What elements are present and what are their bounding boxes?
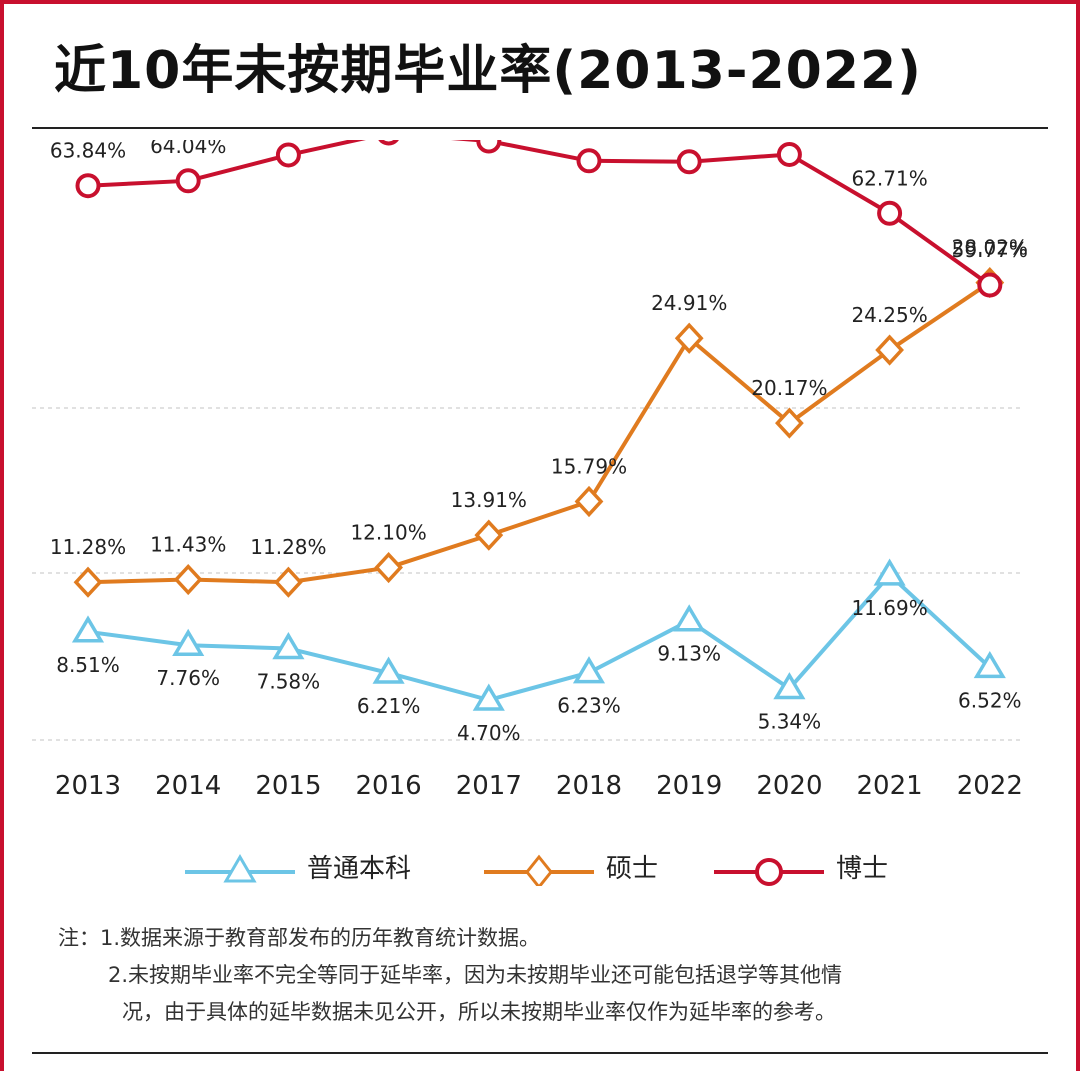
data-point [173, 563, 203, 596]
data-label: 63.84% [50, 140, 126, 163]
data-point [673, 604, 706, 632]
data-point [875, 334, 904, 366]
data-point [274, 566, 303, 598]
series-line [87, 280, 991, 585]
data-point [973, 650, 1006, 679]
data-point [374, 551, 403, 584]
data-label: 24.91% [651, 291, 727, 315]
data-point [776, 141, 802, 167]
legend-item-doctor: 博士 [714, 836, 888, 896]
x-tick-label: 2018 [556, 771, 622, 801]
data-label: 6.23% [557, 694, 621, 718]
legend-label: 普通本科 [307, 853, 412, 884]
data-label: 20.17% [751, 376, 827, 400]
data-point [474, 519, 504, 551]
data-label: 11.43% [150, 533, 226, 557]
footnote-3: 况，由于具体的延毕数据未见公开，所以未按期毕业率仅作为延毕率的参考。 [122, 1000, 836, 1024]
data-label: 15.79% [551, 454, 627, 478]
data-point [472, 683, 505, 711]
circle-icon [714, 858, 824, 886]
data-point [372, 656, 405, 684]
data-point [773, 672, 806, 700]
data-label: 8.51% [56, 653, 120, 677]
x-tick-label: 2022 [957, 771, 1023, 801]
data-point [71, 615, 105, 643]
data-point [272, 632, 305, 660]
data-point [877, 200, 903, 226]
data-label: 28.02% [952, 236, 1028, 260]
legend-item-master: 硕士 [484, 836, 658, 896]
x-tick-label: 2021 [857, 771, 923, 801]
data-label: 6.52% [958, 688, 1022, 712]
data-point [676, 149, 702, 175]
data-point [775, 407, 804, 439]
data-point [73, 566, 103, 598]
data-label: 13.91% [451, 488, 527, 512]
footnote-2: 2.未按期毕业率不完全等同于延毕率，因为未按期毕业还可能包括退学等其他情 [108, 963, 843, 987]
data-label: 59.77% [952, 238, 1028, 262]
data-point [172, 628, 205, 656]
series-line [87, 572, 992, 702]
x-tick-label: 2014 [155, 771, 221, 801]
x-tick-label: 2015 [255, 771, 321, 801]
data-point [75, 173, 101, 199]
data-label: 6.21% [357, 694, 421, 718]
data-point [175, 168, 201, 194]
data-point [476, 140, 502, 154]
line-chart: 8.51% 7.76% 7.58% 6.21% 4.70% 6.23% 9.13% 5.34%… [32, 140, 1028, 801]
bottom-divider [32, 1052, 1048, 1054]
data-label: 11.28% [50, 535, 126, 559]
x-tick-label: 2017 [456, 771, 522, 801]
x-tick-label: 2016 [356, 771, 422, 801]
data-point [977, 272, 1003, 298]
data-point [576, 148, 602, 174]
data-label: 24.25% [851, 303, 927, 327]
data-label: 4.70% [457, 721, 521, 745]
x-tick-label: 2013 [55, 771, 121, 801]
data-point [275, 142, 301, 168]
triangle-icon [185, 854, 295, 883]
data-point [572, 656, 606, 684]
footnotes: 注：1.数据来源于教育部发布的历年教育统计数据。 2.未按期毕业率不完全等同于延… [58, 920, 1038, 1031]
x-tick-label: 2020 [756, 771, 822, 801]
chart-legend: 普通本科 硕士 博士 [0, 836, 1080, 896]
data-point [574, 485, 604, 518]
data-point [873, 558, 906, 586]
data-point [378, 140, 399, 146]
data-label: 12.10% [350, 521, 426, 545]
series-line [87, 140, 991, 287]
footnote-1: 注：1.数据来源于教育部发布的历年教育统计数据。 [58, 926, 541, 950]
data-label: 62.71% [851, 166, 927, 190]
legend-label: 硕士 [606, 853, 659, 884]
data-label: 7.58% [257, 669, 321, 693]
data-label: 11.28% [250, 535, 326, 559]
legend-item-undergrad: 普通本科 [185, 836, 411, 896]
title-divider [32, 127, 1048, 129]
legend-label: 博士 [836, 853, 889, 884]
data-label: 64.04% [150, 140, 226, 158]
data-label: 11.69% [851, 596, 927, 620]
chart-title: 近10年未按期毕业率(2013-2022) [54, 41, 922, 101]
data-label: 7.76% [156, 666, 220, 690]
data-point [674, 322, 704, 354]
x-tick-label: 2019 [656, 771, 722, 801]
data-label: 9.13% [657, 642, 721, 666]
diamond-icon [484, 854, 594, 886]
data-label: 5.34% [758, 710, 822, 734]
